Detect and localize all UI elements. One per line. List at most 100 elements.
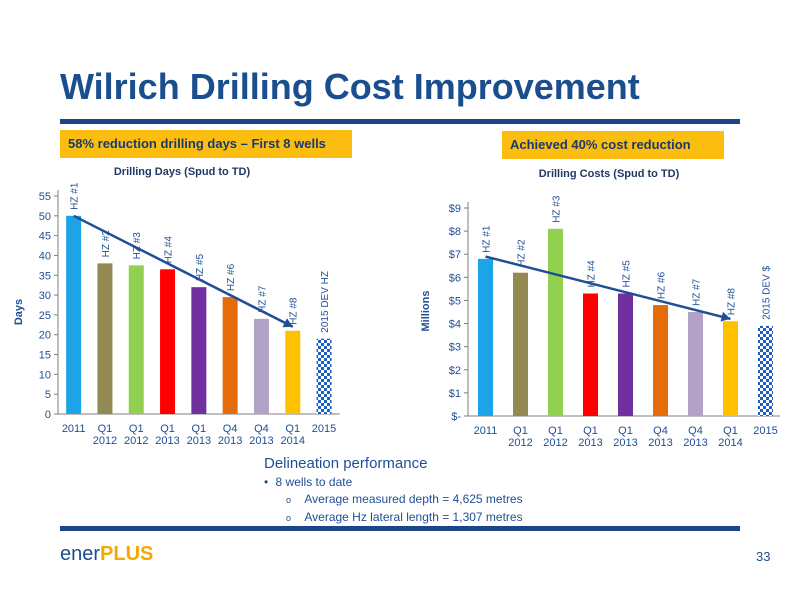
bar xyxy=(758,325,773,416)
y-tick-label: $5 xyxy=(449,295,461,307)
bar xyxy=(66,215,82,414)
y-tick-label: $9 xyxy=(449,203,461,215)
y-tick-label: $3 xyxy=(449,342,461,354)
enerplus-logo: enerPLUS xyxy=(60,543,153,566)
logo-plus-text: PLUS xyxy=(100,543,154,565)
x-tick-label: 2012 xyxy=(93,435,117,447)
bar xyxy=(548,228,563,416)
x-tick-label: Q1 xyxy=(192,423,207,435)
y-tick-label: $- xyxy=(451,411,461,423)
bar xyxy=(583,293,598,416)
bar-label: 2015 DEV HZ xyxy=(320,271,331,333)
bar xyxy=(316,338,332,414)
bar xyxy=(253,318,269,414)
bar-label: HZ #3 xyxy=(552,195,563,223)
bar xyxy=(191,287,207,414)
bullet-item: • 8 wells to date xyxy=(264,474,523,491)
y-tick-label: 10 xyxy=(39,369,51,381)
bar-label: HZ #2 xyxy=(517,239,528,267)
x-tick-label: Q1 xyxy=(513,425,528,437)
bottom-rule xyxy=(60,526,740,531)
sub-bullet-marker: o xyxy=(286,495,292,505)
bar-label: HZ #6 xyxy=(226,263,237,291)
y-tick-label: 35 xyxy=(39,270,51,282)
bar xyxy=(653,305,668,416)
x-tick-label: Q1 xyxy=(723,425,738,437)
bar-label: HZ #2 xyxy=(101,230,112,258)
slide-title: Wilrich Drilling Cost Improvement xyxy=(60,66,640,107)
y-tick-label: 30 xyxy=(39,290,51,302)
bar xyxy=(478,258,493,416)
bar-label: HZ #4 xyxy=(164,236,175,264)
sub-bullet-text: Average measured depth = 4,625 metres xyxy=(304,492,523,506)
y-tick-label: 45 xyxy=(39,231,51,243)
x-tick-label: 2013 xyxy=(683,437,707,449)
bar-label: HZ #5 xyxy=(195,253,206,281)
delineation-notes: Delineation performance • 8 wells to dat… xyxy=(264,455,523,527)
y-tick-label: $4 xyxy=(449,319,461,331)
drilling-days-chart: Drilling Days (Spud to TD) Days 0 5 10 15 20 25… xyxy=(13,166,340,447)
bar xyxy=(160,269,176,414)
x-tick-label: 2013 xyxy=(155,435,179,447)
x-tick-label: Q4 xyxy=(223,423,238,435)
x-tick-label: 2012 xyxy=(543,437,567,449)
callout-drilling-days: 58% reduction drilling days – First 8 we… xyxy=(60,130,352,158)
bar xyxy=(128,265,144,414)
bar xyxy=(688,312,703,416)
y-tick-label: 15 xyxy=(39,350,51,362)
bar-label: HZ #7 xyxy=(257,285,268,313)
notes-heading: Delineation performance xyxy=(264,455,428,472)
bullet-text: 8 wells to date xyxy=(275,475,353,489)
x-tick-label: 2012 xyxy=(124,435,148,447)
y-axis-label: Millions xyxy=(420,291,432,332)
y-axis-label: Days xyxy=(13,299,25,325)
trend-arrowhead xyxy=(720,311,731,322)
drilling-costs-chart: Drilling Costs (Spud to TD) Millions $- $1 $… xyxy=(420,168,780,449)
bar-label: 2015 DEV $ xyxy=(762,266,773,320)
bar-label: HZ #5 xyxy=(622,260,633,288)
y-tick-label: 20 xyxy=(39,330,51,342)
y-tick-label: 40 xyxy=(39,250,51,262)
sub-bullet-item: o Average measured depth = 4,625 metres xyxy=(286,491,523,509)
trend-line xyxy=(73,214,294,328)
bar xyxy=(285,330,301,414)
x-tick-label: Q1 xyxy=(285,423,300,435)
trend-line xyxy=(485,255,731,321)
bar-label: HZ #8 xyxy=(289,297,300,325)
x-tick-label: 2014 xyxy=(718,437,742,449)
bar-label: HZ #1 xyxy=(482,225,493,253)
x-tick-label: Q4 xyxy=(653,425,668,437)
y-tick-label: $1 xyxy=(449,388,461,400)
y-tick-label: $8 xyxy=(449,226,461,238)
x-tick-label: Q1 xyxy=(618,425,633,437)
x-tick-label: 2013 xyxy=(249,435,273,447)
bar-label: HZ #8 xyxy=(727,288,738,316)
logo-text: ener xyxy=(60,543,101,565)
bar-label: HZ #3 xyxy=(132,232,143,260)
bar-label: HZ #6 xyxy=(657,271,668,299)
y-tick-label: 5 xyxy=(45,389,51,401)
x-tick-label: Q1 xyxy=(160,423,175,435)
x-tick-label: 2014 xyxy=(281,435,305,447)
x-tick-label: 2013 xyxy=(648,437,672,449)
y-tick-label: $7 xyxy=(449,249,461,261)
bar xyxy=(222,297,238,414)
x-tick-label: Q4 xyxy=(254,423,269,435)
bar xyxy=(513,272,528,416)
x-tick-label: 2015 xyxy=(312,423,336,435)
x-tick-label: 2013 xyxy=(578,437,602,449)
y-tick-label: 25 xyxy=(39,310,51,322)
sub-bullet-item: o Average Hz lateral length = 1,307 metr… xyxy=(286,509,523,527)
bullet-marker: • xyxy=(264,475,269,489)
x-tick-label: Q1 xyxy=(548,425,563,437)
bar-label: HZ #4 xyxy=(587,260,598,288)
x-tick-label: 2013 xyxy=(187,435,211,447)
bar xyxy=(618,293,633,416)
chart-title: Drilling Costs (Spud to TD) xyxy=(539,168,680,180)
x-tick-label: 2011 xyxy=(474,425,498,437)
page-number: 33 xyxy=(756,549,771,564)
y-tick-label: $6 xyxy=(449,272,461,284)
y-tick-label: 50 xyxy=(39,211,51,223)
bar-label: HZ #7 xyxy=(692,278,703,306)
x-tick-label: Q4 xyxy=(688,425,703,437)
